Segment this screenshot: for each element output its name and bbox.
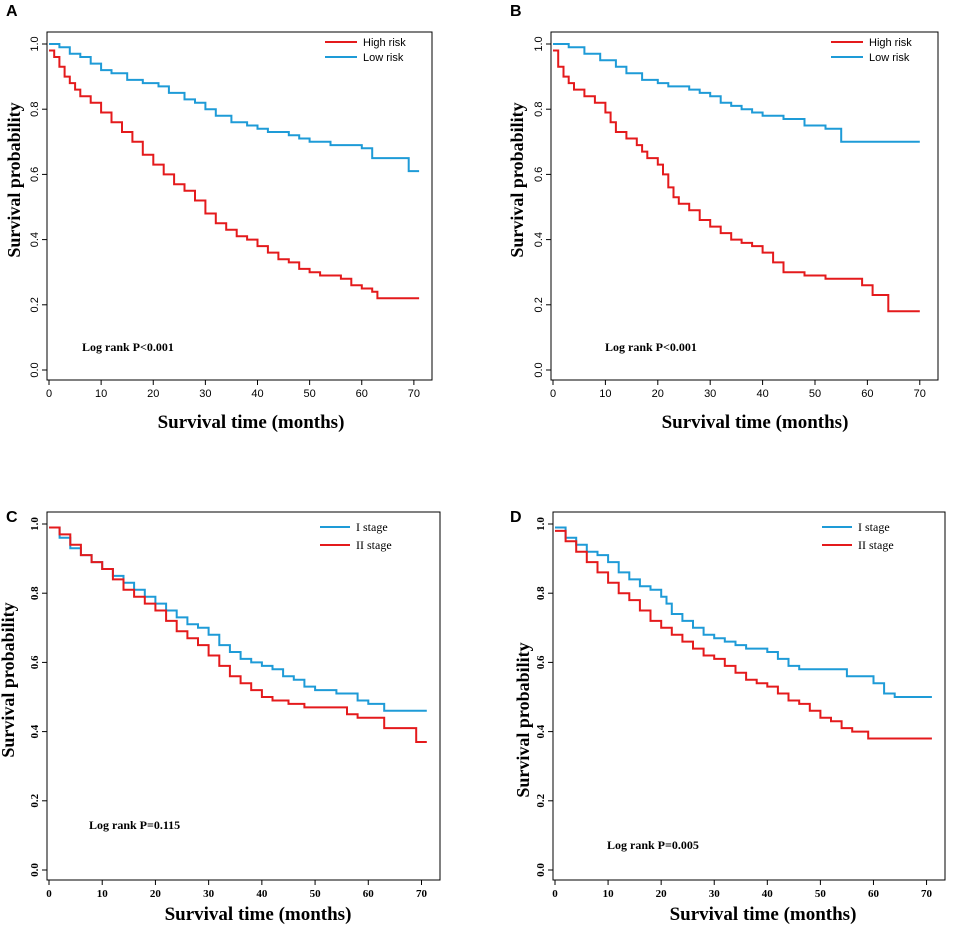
x-tick-label: 50 bbox=[304, 388, 316, 400]
y-tick-label: 1.0 bbox=[29, 36, 41, 51]
y-tick-label: 0.6 bbox=[533, 167, 545, 182]
legend-label: Low risk bbox=[363, 52, 404, 64]
series-line-low-risk bbox=[49, 43, 420, 173]
y-tick-label: 0.4 bbox=[29, 724, 41, 738]
x-tick-label: 20 bbox=[652, 388, 664, 400]
x-tick-label: 10 bbox=[599, 388, 611, 400]
x-tick-label: 40 bbox=[756, 388, 768, 400]
y-tick-label: 0.2 bbox=[533, 297, 545, 312]
plot-frame bbox=[552, 511, 946, 881]
y-tick-label: 0.0 bbox=[29, 362, 41, 377]
y-tick-label: 0.0 bbox=[535, 863, 547, 877]
y-tick-label: 0.2 bbox=[535, 793, 547, 807]
x-axis-title: Survival time (months) bbox=[165, 904, 352, 925]
legend-label: I stage bbox=[858, 520, 890, 534]
x-tick-label: 0 bbox=[550, 388, 556, 400]
x-tick-label: 70 bbox=[416, 888, 428, 900]
panel-B: B 0 10 20 30 40 50 60 70 0.0 0.2 0.4 0.6 0.8 1.0 Surviv… bbox=[507, 3, 939, 433]
x-tick-label: 20 bbox=[656, 888, 668, 900]
x-tick-label: 10 bbox=[95, 388, 107, 400]
x-tick-label: 30 bbox=[704, 388, 716, 400]
series-line-i-stage bbox=[555, 526, 932, 698]
x-tick-label: 50 bbox=[815, 888, 827, 900]
x-tick-label: 40 bbox=[762, 888, 774, 900]
y-tick-label: 0.8 bbox=[535, 586, 547, 600]
x-tick-label: 60 bbox=[363, 888, 375, 900]
legend-label: I stage bbox=[356, 520, 388, 534]
y-tick-label: 0.6 bbox=[535, 655, 547, 669]
y-tick-label: 0.4 bbox=[29, 232, 41, 247]
legend-label: Low risk bbox=[869, 52, 910, 64]
x-tick-label: 70 bbox=[408, 388, 420, 400]
panel-letter: A bbox=[6, 3, 18, 20]
legend-label: High risk bbox=[869, 37, 912, 49]
x-tick-label: 60 bbox=[861, 388, 873, 400]
x-tick-label: 20 bbox=[147, 388, 159, 400]
x-axis-title: Survival time (months) bbox=[662, 412, 849, 433]
y-tick-label: 0.0 bbox=[29, 863, 41, 877]
x-tick-label: 60 bbox=[868, 888, 880, 900]
legend-label: II stage bbox=[858, 538, 894, 552]
series-line-high-risk bbox=[49, 49, 420, 300]
legend-label: High risk bbox=[363, 37, 406, 49]
y-axis-title: Survival probability bbox=[507, 102, 527, 257]
logrank-annotation: Log rank P=0.005 bbox=[607, 838, 699, 852]
y-axis-title: Survival probability bbox=[513, 642, 533, 797]
x-tick-label: 30 bbox=[709, 888, 721, 900]
x-tick-label: 10 bbox=[97, 888, 109, 900]
y-tick-label: 0.2 bbox=[29, 793, 41, 807]
logrank-annotation: Log rank P=0.115 bbox=[89, 818, 180, 832]
y-tick-label: 0.6 bbox=[29, 655, 41, 669]
panel-D: D 0 10 20 30 40 50 60 70 0.0 0.2 0.4 0.6 0.8 1.0 Surviv… bbox=[510, 509, 946, 925]
x-tick-label: 70 bbox=[921, 888, 933, 900]
y-tick-label: 0.2 bbox=[29, 297, 41, 312]
y-tick-label: 0.4 bbox=[533, 232, 545, 247]
plot-frame bbox=[46, 511, 441, 881]
panel-A: A 0 10 20 30 40 50 60 70 0.0 0.2 0.4 0.6 0.8 1.0 Surviv… bbox=[4, 3, 433, 433]
panel-letter: D bbox=[510, 509, 522, 526]
y-tick-label: 1.0 bbox=[533, 36, 545, 51]
logrank-annotation: Log rank P<0.001 bbox=[82, 340, 174, 354]
x-tick-label: 20 bbox=[150, 888, 162, 900]
x-tick-label: 50 bbox=[809, 388, 821, 400]
plot-frame bbox=[550, 31, 939, 381]
x-tick-label: 60 bbox=[356, 388, 368, 400]
series-line-ii-stage bbox=[49, 526, 427, 743]
series-line-ii-stage bbox=[555, 529, 932, 740]
y-tick-label: 1.0 bbox=[29, 517, 41, 531]
x-tick-label: 0 bbox=[552, 888, 558, 900]
x-tick-label: 0 bbox=[46, 388, 52, 400]
y-tick-label: 0.4 bbox=[535, 724, 547, 738]
x-tick-label: 40 bbox=[251, 388, 263, 400]
y-tick-label: 0.8 bbox=[29, 102, 41, 117]
x-tick-label: 30 bbox=[199, 388, 211, 400]
x-tick-label: 10 bbox=[603, 888, 615, 900]
legend-label: II stage bbox=[356, 538, 392, 552]
y-tick-label: 0.0 bbox=[533, 362, 545, 377]
panel-C: C 0 10 20 30 40 50 60 70 0.0 0.2 0.4 0.6 0.8 1.0 Surviv… bbox=[0, 509, 441, 925]
x-axis-title: Survival time (months) bbox=[670, 904, 857, 925]
series-line-i-stage bbox=[49, 526, 427, 712]
y-tick-label: 0.8 bbox=[533, 102, 545, 117]
y-tick-label: 1.0 bbox=[535, 517, 547, 531]
x-tick-label: 70 bbox=[914, 388, 926, 400]
y-axis-title: Survival probability bbox=[4, 102, 24, 257]
logrank-annotation: Log rank P<0.001 bbox=[605, 340, 697, 354]
series-line-high-risk bbox=[553, 49, 920, 313]
panel-letter: B bbox=[510, 3, 522, 20]
x-tick-label: 50 bbox=[310, 888, 322, 900]
x-tick-label: 30 bbox=[203, 888, 215, 900]
y-axis-title: Survival probability bbox=[0, 602, 18, 757]
plot-frame bbox=[46, 31, 433, 381]
x-tick-label: 40 bbox=[256, 888, 268, 900]
series-line-low-risk bbox=[553, 43, 920, 143]
panel-letter: C bbox=[6, 509, 18, 526]
y-tick-label: 0.8 bbox=[29, 586, 41, 600]
x-axis-title: Survival time (months) bbox=[158, 412, 345, 433]
y-tick-label: 0.6 bbox=[29, 167, 41, 182]
x-tick-label: 0 bbox=[46, 888, 52, 900]
